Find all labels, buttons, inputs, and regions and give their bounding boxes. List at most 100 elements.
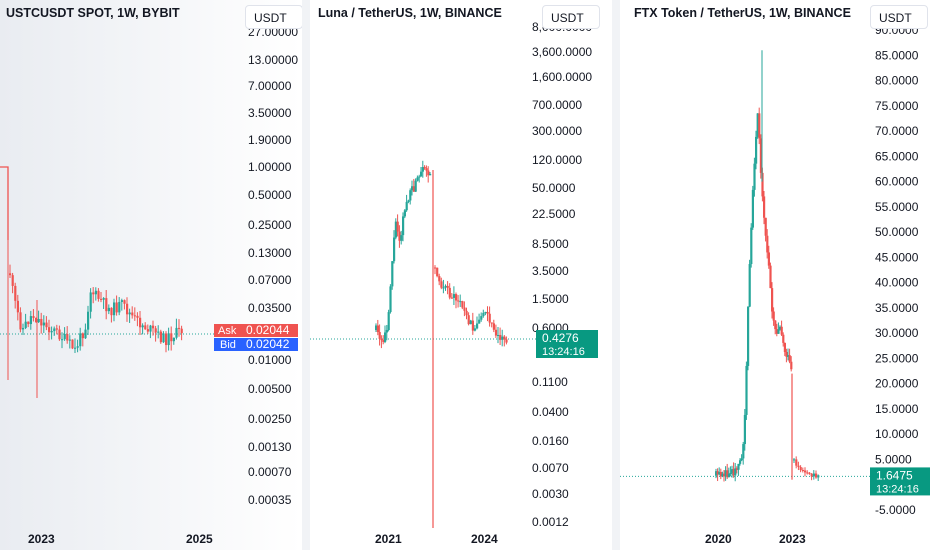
candle-body <box>473 328 477 331</box>
candle-body <box>499 334 502 340</box>
candle-body <box>29 316 32 325</box>
candle-body <box>154 328 157 333</box>
candle-body <box>133 315 136 317</box>
chart-panel-luna[interactable]: 8,000.00003,600.00001,600.0000700.000030… <box>310 0 612 550</box>
candle-body <box>467 315 470 325</box>
candle-body <box>484 311 487 313</box>
candle-body <box>411 186 414 191</box>
y-axis-tick-label: 0.00500 <box>248 382 292 396</box>
candle-body <box>27 321 30 325</box>
candle-body <box>766 235 769 253</box>
series-line-early <box>0 166 9 240</box>
y-axis-tick-label: 5.0000 <box>875 452 912 466</box>
candle-body <box>167 333 170 346</box>
y-axis-tick-label: 30.0000 <box>875 326 919 340</box>
ask-price-box <box>242 324 298 337</box>
x-axis-tick-label: 2021 <box>375 532 402 546</box>
candle-body <box>492 323 495 330</box>
candle-body <box>799 467 802 470</box>
x-axis-tick-label: 2024 <box>471 532 498 546</box>
candle-body <box>393 237 396 262</box>
unit-selector[interactable]: USDT <box>542 5 600 29</box>
candle-body <box>402 216 405 236</box>
candle-body <box>110 307 113 316</box>
chart-panel-ftt[interactable]: 90.0000 85.0000 80.0000 75.0000 70.0000 65.00… <box>620 0 932 550</box>
candle-body <box>412 186 415 192</box>
candle-body <box>146 329 149 332</box>
last-price-box <box>870 467 930 496</box>
candle-body <box>731 469 734 473</box>
candle-body <box>455 294 458 301</box>
candle-body <box>742 444 745 459</box>
bid-label-box <box>214 338 242 351</box>
candle-body <box>128 312 131 315</box>
candle-body <box>737 463 740 470</box>
y-axis-tick-label: 13.00000 <box>248 53 298 67</box>
candle-body <box>394 221 397 238</box>
candle-body <box>141 325 144 328</box>
candle-body <box>726 470 729 478</box>
candle-body <box>739 460 742 464</box>
candle-body <box>53 328 56 332</box>
candle-body <box>476 323 479 329</box>
x-axis-tick-label: 2025 <box>186 532 213 546</box>
y-axis-tick-label: 75.0000 <box>875 99 919 113</box>
ustc-chart-svg[interactable]: 27.0000013.000007.000003.500001.900001.0… <box>0 0 302 550</box>
candle-body <box>436 267 439 277</box>
candle-body <box>87 311 90 330</box>
candle-body <box>400 235 403 241</box>
candle-body <box>48 327 51 333</box>
candle-body <box>429 173 432 176</box>
candle-body <box>797 465 800 468</box>
candle-body <box>775 329 778 334</box>
candle-body <box>409 190 412 201</box>
bid-label: Bid <box>220 339 236 351</box>
candle-body <box>423 167 426 169</box>
y-axis-tick-label: 80.0000 <box>875 74 919 88</box>
candle-body <box>55 328 58 330</box>
candle-body <box>149 325 152 332</box>
y-axis-tick-label: 0.13000 <box>248 246 292 260</box>
candle-body <box>14 285 17 301</box>
bid-price: 0.02042 <box>246 337 290 351</box>
y-axis-tick-label: 40.0000 <box>875 276 919 290</box>
candle-body <box>378 332 381 339</box>
candle-body <box>755 136 758 164</box>
candle-body <box>815 473 818 478</box>
y-axis-tick-label: 0.0012 <box>532 515 569 529</box>
y-axis-tick-label: 0.00070 <box>248 465 292 479</box>
ask-label-box <box>214 324 242 337</box>
x-axis-tick-label: 2023 <box>779 532 806 546</box>
candle-body <box>152 325 155 329</box>
candle-body <box>774 320 777 330</box>
candle-body <box>716 471 719 475</box>
candle-body <box>16 300 19 313</box>
chart-panel-ustc[interactable]: 27.00000 13.00000 7.00000 3.50000 1.90000 1.0… <box>0 0 302 550</box>
y-axis-tick-label: 1.5000 <box>532 292 569 306</box>
countdown: 13:24:16 <box>542 346 585 358</box>
candle-body <box>764 217 767 236</box>
unit-selector[interactable]: USDT <box>870 5 928 29</box>
candle-body <box>389 286 392 313</box>
candle-body <box>777 329 780 334</box>
candle-body <box>505 339 508 343</box>
ftt-chart-svg[interactable]: 90.000085.000080.000075.000070.000065.00… <box>620 0 932 550</box>
candle-body <box>118 301 121 313</box>
candle-body <box>113 302 116 316</box>
luna-chart-svg[interactable]: 8,000.00003,600.00001,600.0000700.000030… <box>310 0 612 550</box>
y-axis-tick-label: 1,600.0000 <box>532 70 592 84</box>
candle-body <box>32 316 35 318</box>
panel-divider[interactable] <box>302 0 310 550</box>
candle-body <box>463 307 466 311</box>
candle-body <box>812 473 815 477</box>
panel-divider[interactable] <box>612 0 620 550</box>
y-axis-tick-label: 300.0000 <box>532 124 582 138</box>
candle-body <box>165 333 168 346</box>
candle-body <box>421 167 424 172</box>
y-axis-tick-label: 65.0000 <box>875 149 919 163</box>
candle-body <box>718 471 721 475</box>
candle-body <box>488 313 491 323</box>
candle-body <box>750 227 753 265</box>
unit-selector[interactable]: USDT <box>245 5 302 29</box>
y-axis-tick-label: 15.0000 <box>875 402 919 416</box>
